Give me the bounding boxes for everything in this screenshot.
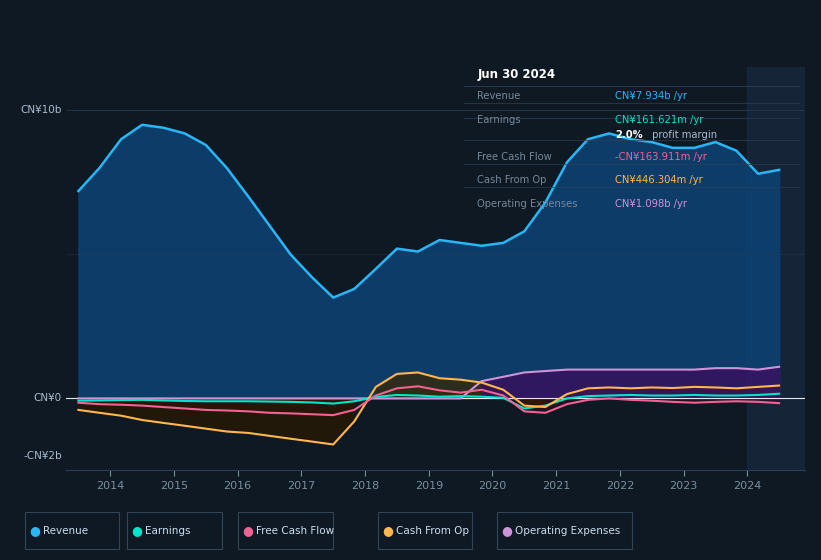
Text: ●: ● — [242, 524, 254, 538]
Text: 2.0%: 2.0% — [616, 130, 643, 140]
Text: -CN¥163.911m /yr: -CN¥163.911m /yr — [616, 152, 707, 162]
Text: profit margin: profit margin — [649, 130, 717, 140]
Text: CN¥446.304m /yr: CN¥446.304m /yr — [616, 175, 703, 185]
Text: ●: ● — [131, 524, 143, 538]
Text: Earnings: Earnings — [477, 115, 521, 125]
Text: CN¥0: CN¥0 — [34, 393, 62, 403]
Text: CN¥7.934b /yr: CN¥7.934b /yr — [616, 91, 687, 101]
Text: Operating Expenses: Operating Expenses — [477, 199, 578, 209]
Text: ●: ● — [29, 524, 40, 538]
Text: CN¥10b: CN¥10b — [21, 105, 62, 115]
Text: ●: ● — [501, 524, 512, 538]
Text: Revenue: Revenue — [43, 526, 88, 536]
Text: Jun 30 2024: Jun 30 2024 — [477, 68, 556, 81]
Text: ●: ● — [382, 524, 393, 538]
Bar — [747, 67, 805, 470]
Text: Cash From Op: Cash From Op — [477, 175, 547, 185]
Text: Operating Expenses: Operating Expenses — [515, 526, 620, 536]
Text: -CN¥2b: -CN¥2b — [23, 451, 62, 461]
Text: CN¥1.098b /yr: CN¥1.098b /yr — [616, 199, 687, 209]
Text: Revenue: Revenue — [477, 91, 521, 101]
Text: Earnings: Earnings — [145, 526, 190, 536]
Text: Cash From Op: Cash From Op — [396, 526, 469, 536]
Text: Free Cash Flow: Free Cash Flow — [477, 152, 552, 162]
Text: Free Cash Flow: Free Cash Flow — [256, 526, 334, 536]
Text: CN¥161.621m /yr: CN¥161.621m /yr — [616, 115, 704, 125]
